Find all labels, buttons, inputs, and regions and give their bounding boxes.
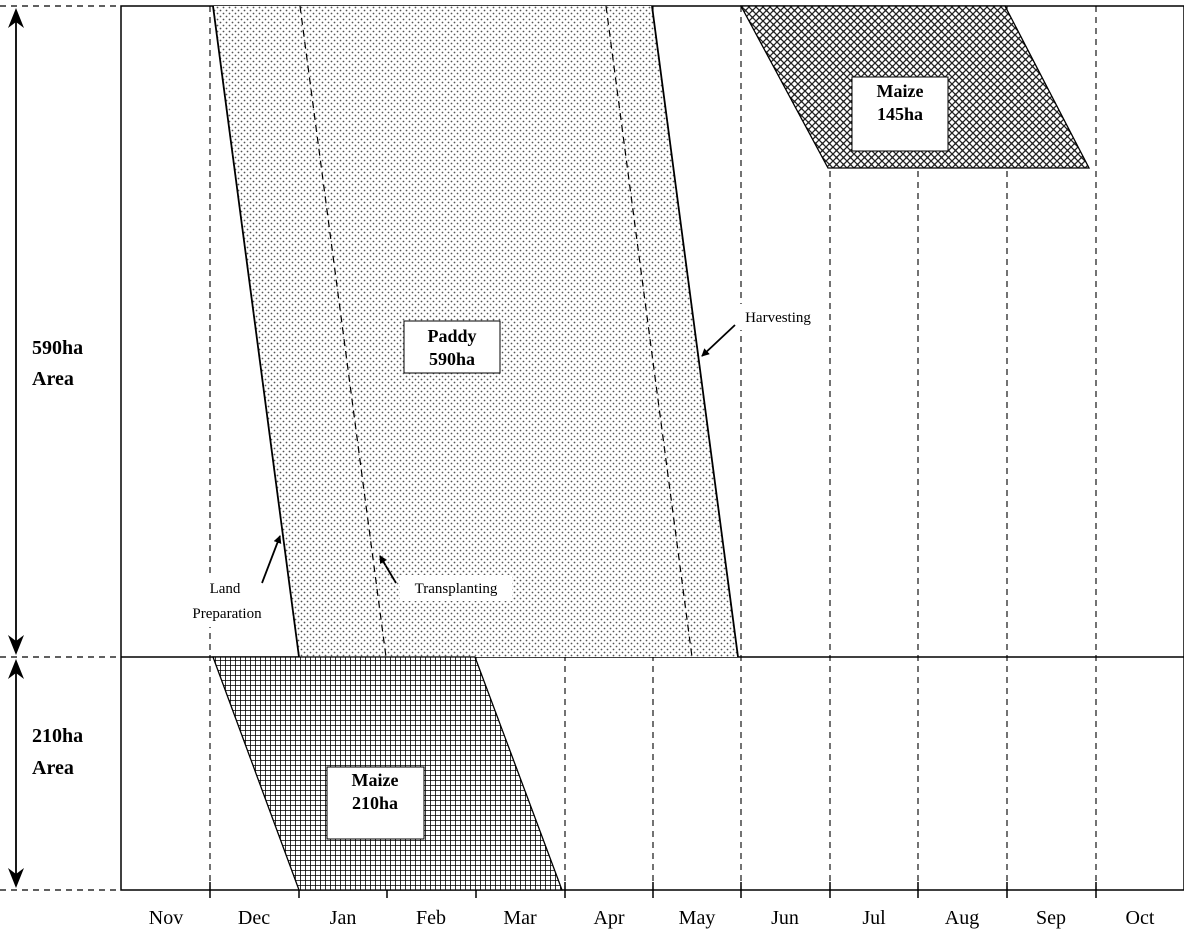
harvesting-arrow <box>701 324 736 357</box>
land-preparation-label-bg <box>180 575 276 627</box>
land-preparation-label-line1: Land <box>210 581 241 597</box>
month-label: Mar <box>503 907 537 929</box>
bottom-area-label-line2: Area <box>32 757 74 779</box>
harvesting-label: Harvesting <box>745 310 811 326</box>
month-label: Sep <box>1036 907 1066 929</box>
transplanting-line-2 <box>605 5 693 658</box>
harvesting-line <box>651 5 739 658</box>
land-preparation-arrow <box>261 535 282 584</box>
month-label: Nov <box>149 907 183 929</box>
transplanting-line-1 <box>299 5 387 658</box>
month-label: Oct <box>1126 907 1155 929</box>
paddy-label-line1: Paddy <box>427 326 476 346</box>
month-label: Feb <box>416 907 446 929</box>
maize-145ha-label-line1: Maize <box>877 81 924 101</box>
top-area-label-line2: Area <box>32 368 74 390</box>
top-area-label-line1: 590ha <box>32 337 83 359</box>
month-label: Aug <box>945 907 979 929</box>
month-label: May <box>679 907 716 929</box>
top-area-double-arrow <box>8 8 24 655</box>
month-label: Apr <box>593 907 624 929</box>
month-label: Jun <box>771 907 799 929</box>
harvesting-label-bg <box>739 304 821 330</box>
maize-210ha-label-box <box>326 766 425 840</box>
month-label: Dec <box>238 907 270 929</box>
paddy-label-line2: 590ha <box>429 349 475 369</box>
month-axis-labels: Nov Dec Jan Feb Mar Apr May Jun Jul Aug … <box>149 907 1155 929</box>
month-label: Jan <box>330 907 357 929</box>
paddy-label-box <box>403 320 501 374</box>
land-preparation-line <box>212 5 300 658</box>
transplanting-label-bg <box>400 575 512 601</box>
bottom-area-double-arrow <box>8 659 24 888</box>
transplanting-label: Transplanting <box>415 581 498 597</box>
maize-210ha-label-line2: 210ha <box>352 793 398 813</box>
bottom-area-label-line1: 210ha <box>32 725 83 747</box>
transplanting-arrow <box>379 555 397 584</box>
maize-210ha-label-line1: Maize <box>352 770 399 790</box>
maize-145ha-label-box <box>851 76 949 152</box>
maize-145ha-label-line2: 145ha <box>877 104 923 124</box>
land-preparation-label-line2: Preparation <box>192 606 262 622</box>
left-dashed-leaders <box>0 5 121 891</box>
month-label: Jul <box>862 907 886 929</box>
